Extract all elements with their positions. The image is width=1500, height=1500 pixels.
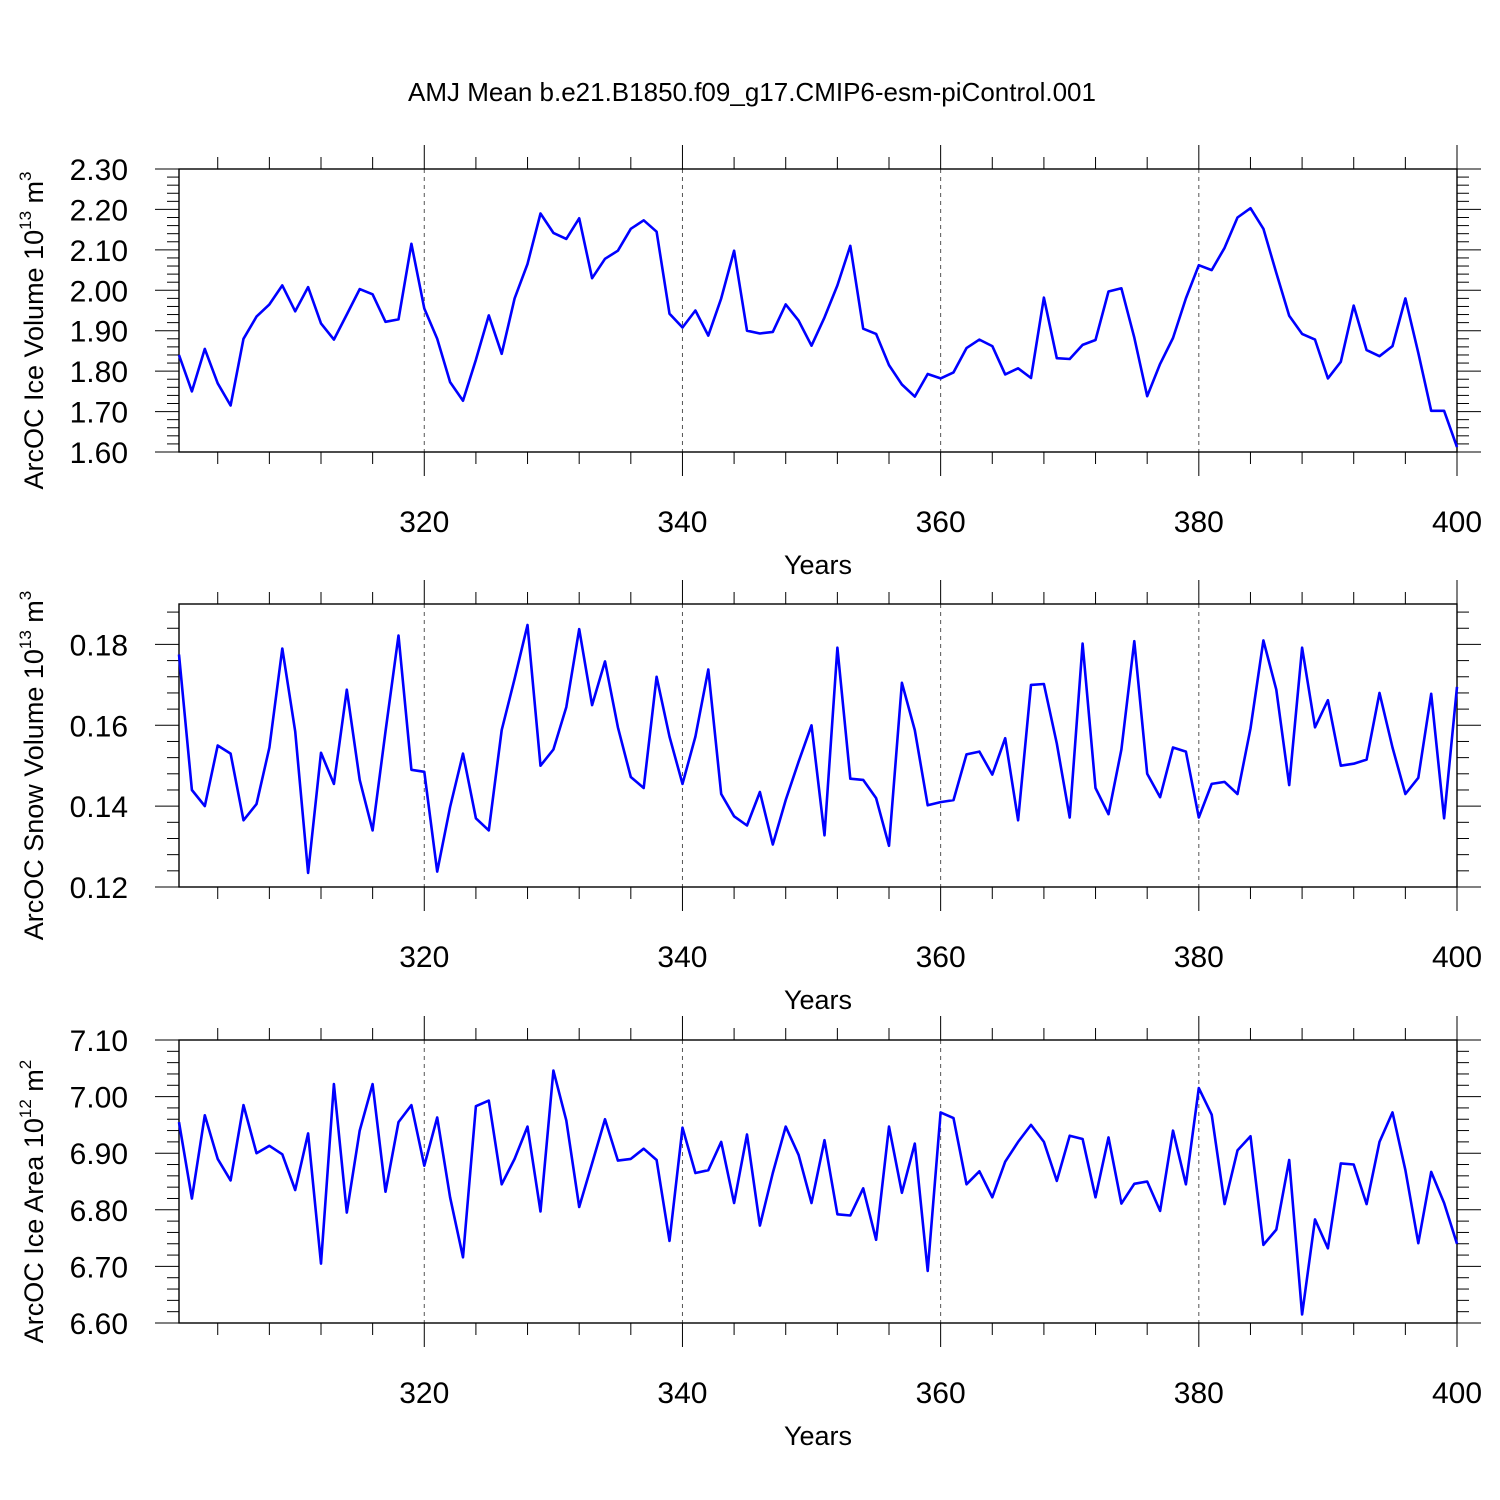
series-line-ice-volume (177, 206, 1459, 448)
y-tick-label: 2.30 (70, 154, 128, 187)
y-tick-label: 7.00 (70, 1082, 128, 1115)
x-tick-label: 360 (916, 941, 966, 974)
x-tick-label: 320 (399, 941, 449, 974)
panel-ice-area: 6.60 6.70 6.80 6.90 7.00 7.10 320 340 360 380 400 Y… (16, 1016, 1482, 1451)
y-tick-label: 2.10 (70, 235, 128, 268)
chart-title: AMJ Mean b.e21.B1850.f09_g17.CMIP6-esm-p… (408, 77, 1096, 107)
y-axis-label-pow: 3 (16, 591, 35, 600)
y-tick-label: 1.90 (70, 316, 128, 349)
x-tick-label: 380 (1174, 941, 1224, 974)
y-tick-label: 6.70 (70, 1251, 128, 1284)
y-axis-label-exp: 12 (16, 1099, 35, 1118)
x-tick-label: 320 (399, 1377, 449, 1410)
y-axis-label-name: ArcOC Ice Area 10 (19, 1118, 49, 1343)
plot-frame (178, 168, 1458, 453)
y-axis-label-unit: m (19, 181, 49, 211)
y-tick-label: 0.14 (70, 791, 128, 824)
y-tick-label: 7.10 (70, 1025, 128, 1058)
y-axis-label-name: ArcOC Snow Volume 10 (19, 649, 49, 940)
x-tick-label: 360 (916, 1377, 966, 1410)
x-tick-label: 400 (1432, 941, 1482, 974)
y-axis-label-pow: 2 (16, 1060, 35, 1069)
y-tick-label: 0.12 (70, 872, 128, 905)
y-tick-label: 1.80 (70, 356, 128, 389)
x-tick-label: 400 (1432, 1377, 1482, 1410)
y-axis-label-unit: m (19, 600, 49, 630)
y-axis-label: ArcOC Ice Volume 1013 m3 (16, 171, 49, 489)
panel-ice-volume: 1.60 1.70 1.80 1.90 2.00 2.10 2.20 2.30 320 340 36… (16, 145, 1482, 580)
y-axis-label-unit: m (19, 1069, 49, 1099)
x-tick-label: 400 (1432, 506, 1482, 539)
y-axis-label-exp: 13 (16, 211, 35, 230)
x-tick-label: 380 (1174, 1377, 1224, 1410)
y-tick-label: 0.16 (70, 710, 128, 743)
y-axis-label: ArcOC Ice Area 1012 m2 (16, 1060, 49, 1344)
y-tick-label: 1.70 (70, 397, 128, 430)
series-line-ice-area (177, 1069, 1459, 1316)
y-tick-label: 6.60 (70, 1308, 128, 1341)
y-tick-label: 2.20 (70, 194, 128, 227)
y-tick-label: 2.00 (70, 275, 128, 308)
y-axis-label-name: ArcOC Ice Volume 10 (19, 230, 49, 490)
y-axis-label-exp: 13 (16, 630, 35, 649)
x-axis-label: Years (784, 1421, 852, 1451)
y-tick-label: 6.80 (70, 1195, 128, 1228)
x-tick-label: 340 (657, 1377, 707, 1410)
y-tick-label: 1.60 (70, 437, 128, 470)
x-tick-label: 340 (657, 506, 707, 539)
y-axis-label-pow: 3 (16, 171, 35, 180)
y-tick-label: 6.90 (70, 1138, 128, 1171)
y-tick-label: 0.18 (70, 629, 128, 662)
x-tick-label: 360 (916, 506, 966, 539)
plot-frame (178, 1039, 1458, 1324)
x-tick-label: 340 (657, 941, 707, 974)
y-axis-label: ArcOC Snow Volume 1013 m3 (16, 591, 49, 941)
x-tick-label: 320 (399, 506, 449, 539)
panel-snow-volume: 0.12 0.14 0.16 0.18 320 340 360 380 400 Years ArcO… (16, 580, 1482, 1015)
x-tick-label: 380 (1174, 506, 1224, 539)
series-line-snow-volume (177, 623, 1459, 875)
x-axis-label: Years (784, 985, 852, 1015)
plot-frame (178, 603, 1458, 888)
x-axis-label: Years (784, 550, 852, 580)
